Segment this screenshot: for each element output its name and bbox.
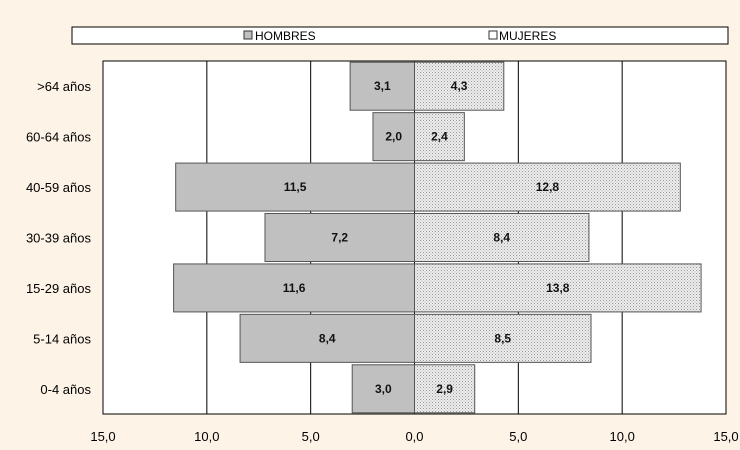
category-label: 60-64 años (26, 130, 92, 145)
x-tick-label: 15,0 (90, 429, 115, 444)
value-label-hombres: 11,5 (284, 180, 307, 194)
category-label: 40-59 años (26, 180, 92, 195)
value-label-mujeres: 4,3 (451, 79, 468, 93)
bar-mujeres (414, 313, 592, 363)
bar-hombres (351, 364, 416, 414)
value-label-mujeres: 8,5 (494, 331, 511, 345)
bar-hombres (239, 313, 415, 363)
category-label: 15-29 años (26, 281, 92, 296)
bar-hombres (173, 263, 415, 313)
value-label-mujeres: 8,4 (493, 231, 510, 245)
x-tick-label: 10,0 (194, 429, 219, 444)
value-label-mujeres: 2,4 (431, 130, 448, 144)
value-labels: 3,0 2,9 8,4 8,5 11,6 13,8 7,2 8,4 11,5 12,8 2,0 2,4… (283, 79, 570, 396)
x-tick-label: 10,0 (610, 429, 635, 444)
bar-mujeres (414, 213, 590, 262)
value-label-mujeres: 13,8 (546, 281, 570, 295)
value-label-hombres: 2,0 (385, 130, 402, 144)
bar-mujeres (414, 61, 505, 111)
category-label: 30-39 años (26, 231, 92, 246)
category-label: >64 años (37, 79, 91, 94)
bars (173, 61, 702, 414)
bar-hombres (175, 162, 415, 212)
bar-mujeres (414, 364, 476, 414)
value-label-hombres: 11,6 (283, 281, 306, 295)
category-label: 5-14 años (33, 331, 91, 346)
legend-label-hombres: HOMBRES (255, 29, 316, 43)
value-label-hombres: 8,4 (319, 331, 336, 345)
bar-mujeres (414, 263, 702, 313)
value-label-mujeres: 12,8 (536, 180, 560, 194)
legend-box (71, 26, 729, 45)
value-label-hombres: 7,2 (331, 231, 348, 245)
x-tick-label: 15,0 (713, 429, 738, 444)
bar-mujeres (414, 112, 465, 162)
legend-swatch-hombres (243, 30, 253, 40)
value-label-mujeres: 2,9 (436, 382, 453, 396)
legend: HOMBRES MUJERES (71, 26, 729, 45)
category-labels: 0-4 años 5-14 años 15-29 años 30-39 años 40-… (26, 79, 92, 397)
x-tick-label: 5,0 (302, 429, 320, 444)
value-label-hombres: 3,1 (374, 79, 391, 93)
x-axis-ticks: 15,0 10,0 5,0 0,0 5,0 10,0 15,0 (90, 429, 738, 444)
legend-swatch-mujeres (488, 30, 498, 40)
x-tick-label: 0,0 (405, 429, 423, 444)
legend-label-mujeres: MUJERES (499, 29, 556, 43)
bar-mujeres (414, 162, 681, 212)
value-label-hombres: 3,0 (375, 382, 392, 396)
category-label: 0-4 años (40, 382, 91, 397)
x-tick-label: 5,0 (509, 429, 527, 444)
